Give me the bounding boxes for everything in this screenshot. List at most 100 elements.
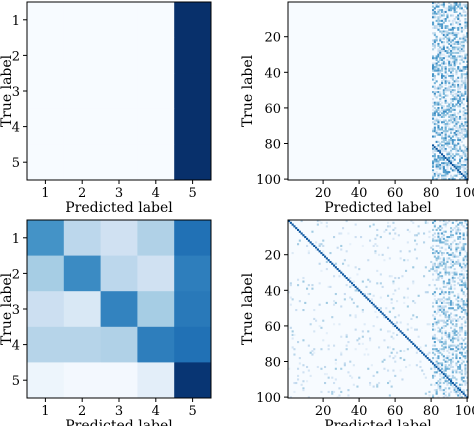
heatmap-cell: [460, 44, 463, 47]
heatmap-cell: [444, 171, 447, 174]
heatmap-cell: [466, 394, 469, 397]
heatmap-cell: [451, 371, 454, 374]
heatmap-cell: [435, 239, 438, 242]
heatmap-cell: [457, 276, 460, 280]
heatmap-cell: [455, 169, 458, 172]
heatmap-cell: [457, 41, 460, 44]
y-tick-label: 1: [12, 14, 20, 29]
heatmap-cell: [439, 26, 442, 29]
heatmap-cell: [387, 294, 390, 297]
heatmap-cell: [464, 319, 467, 322]
heatmap-cell: [460, 50, 463, 53]
heatmap-cell: [442, 108, 445, 111]
heatmap-cell: [442, 5, 445, 8]
heatmap-cell: [376, 282, 379, 285]
heatmap-cell: [435, 58, 438, 62]
heatmap-cell: [448, 140, 451, 143]
heatmap-cell: [446, 316, 449, 319]
heatmap-cell: [450, 178, 453, 181]
heatmap-cell: [450, 167, 453, 170]
heatmap-cell: [448, 135, 451, 138]
heatmap-cell: [450, 91, 453, 94]
heatmap-cell: [460, 346, 463, 349]
heatmap-cell: [444, 312, 447, 315]
heatmap-cell: [441, 344, 444, 347]
heatmap-cell: [460, 273, 463, 276]
heatmap-cell: [464, 10, 467, 13]
heatmap-cell: [433, 110, 436, 113]
heatmap-cell: [433, 87, 436, 90]
heatmap-cell: [338, 275, 341, 278]
heatmap-cell: [439, 12, 442, 15]
heatmap-cell: [451, 19, 454, 22]
heatmap-cell: [388, 319, 391, 322]
heatmap-cell: [345, 333, 348, 336]
heatmap-cell: [460, 83, 463, 86]
heatmap-cell: [417, 225, 420, 228]
heatmap-cell: [448, 271, 451, 274]
heatmap-cell: [451, 66, 454, 69]
heatmap-cell: [441, 58, 444, 62]
heatmap-cell: [433, 114, 436, 117]
heatmap-cell: [459, 252, 462, 255]
heatmap-cell: [455, 3, 458, 6]
heatmap-cell: [462, 307, 465, 310]
heatmap-cell: [455, 364, 458, 367]
heatmap-cell: [439, 85, 442, 88]
heatmap-cell: [457, 346, 460, 349]
heatmap-cell: [448, 364, 451, 367]
heatmap-cell: [316, 248, 319, 251]
heatmap-cell: [306, 244, 309, 247]
heatmap-cell: [444, 365, 447, 369]
heatmap-cell: [100, 108, 138, 145]
heatmap-cell: [439, 37, 442, 40]
heatmap-cell: [446, 310, 449, 313]
heatmap-cell: [453, 147, 456, 151]
heatmap-cell: [441, 364, 444, 367]
heatmap-cell: [466, 130, 469, 133]
heatmap-cell: [320, 243, 323, 246]
heatmap-cell: [432, 147, 435, 151]
heatmap-cell: [435, 57, 438, 60]
heatmap-cell: [432, 66, 435, 69]
heatmap-cell: [457, 390, 460, 393]
heatmap-cell: [442, 307, 445, 310]
heatmap-cell: [450, 362, 453, 365]
heatmap-cell: [356, 273, 359, 276]
heatmap-cell: [462, 259, 465, 262]
heatmap-cell: [442, 48, 445, 51]
heatmap-cell: [437, 67, 440, 70]
heatmap-cell: [442, 355, 445, 358]
heatmap-cell: [396, 351, 399, 354]
heatmap-cell: [444, 271, 447, 274]
heatmap-cell: [451, 335, 454, 338]
heatmap-cell: [460, 373, 463, 376]
heatmap-cell: [437, 176, 440, 179]
heatmap-cell: [433, 383, 436, 386]
heatmap-cell: [442, 389, 445, 392]
heatmap-cell: [448, 103, 451, 106]
heatmap-cell: [455, 35, 458, 38]
heatmap-cell: [433, 262, 436, 265]
heatmap-cell: [437, 351, 440, 354]
heatmap-cell: [415, 346, 418, 349]
heatmap-cell: [462, 165, 465, 168]
heatmap-cell: [459, 62, 462, 65]
heatmap-cell: [329, 285, 332, 288]
heatmap-cell: [451, 73, 454, 76]
heatmap-cell: [462, 275, 465, 278]
heatmap-cell: [433, 294, 436, 297]
heatmap-cell: [318, 244, 321, 247]
heatmap-cell: [464, 346, 467, 349]
heatmap-cell: [379, 236, 382, 239]
heatmap-cell: [442, 158, 445, 161]
heatmap-cell: [462, 291, 465, 294]
heatmap-cell: [437, 140, 440, 143]
heatmap-cell: [174, 108, 212, 145]
heatmap-cell: [354, 348, 357, 351]
heatmap-cell: [435, 163, 438, 167]
heatmap-cell: [446, 80, 449, 83]
heatmap-cell: [401, 378, 404, 381]
heatmap-cell: [397, 276, 400, 280]
heatmap-cell: [381, 253, 384, 256]
